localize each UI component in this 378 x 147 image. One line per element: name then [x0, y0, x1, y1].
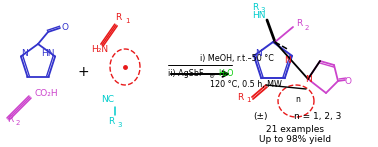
Text: Up to 98% yield: Up to 98% yield — [259, 136, 331, 145]
Text: R: R — [296, 20, 302, 29]
Text: 1: 1 — [246, 97, 250, 103]
Text: HN: HN — [41, 49, 55, 58]
Text: O: O — [344, 76, 352, 86]
Text: N: N — [22, 49, 28, 58]
Text: +: + — [77, 65, 89, 79]
Text: 3: 3 — [118, 122, 122, 128]
Text: N: N — [306, 75, 312, 83]
Text: N: N — [256, 49, 262, 58]
Text: 120 °C, 0.5 h, MW: 120 °C, 0.5 h, MW — [200, 80, 282, 88]
Text: CO₂H: CO₂H — [34, 88, 58, 97]
Text: 2: 2 — [305, 25, 309, 31]
Text: H₂O: H₂O — [218, 69, 234, 77]
Text: R: R — [108, 117, 114, 126]
Text: O: O — [62, 22, 68, 31]
Text: n = 1, 2, 3: n = 1, 2, 3 — [294, 112, 342, 122]
Text: ,: , — [213, 69, 218, 77]
Text: 2: 2 — [16, 120, 20, 126]
Text: R: R — [252, 2, 258, 11]
Text: ii) AgSbF: ii) AgSbF — [168, 69, 203, 77]
Text: HN: HN — [252, 10, 266, 20]
Text: (±): (±) — [253, 112, 267, 122]
Text: n: n — [296, 96, 301, 105]
Text: 6: 6 — [210, 74, 214, 78]
Text: NC: NC — [102, 95, 115, 103]
Text: 3: 3 — [261, 7, 265, 13]
Text: R: R — [115, 12, 121, 21]
Text: 21 examples: 21 examples — [266, 126, 324, 135]
Text: N: N — [284, 56, 290, 65]
Text: H₂N: H₂N — [91, 46, 108, 55]
Text: R: R — [7, 115, 13, 123]
Text: R: R — [237, 92, 243, 101]
Text: 1: 1 — [125, 18, 129, 24]
Text: i) MeOH, r.t.–50 °C: i) MeOH, r.t.–50 °C — [200, 55, 274, 64]
